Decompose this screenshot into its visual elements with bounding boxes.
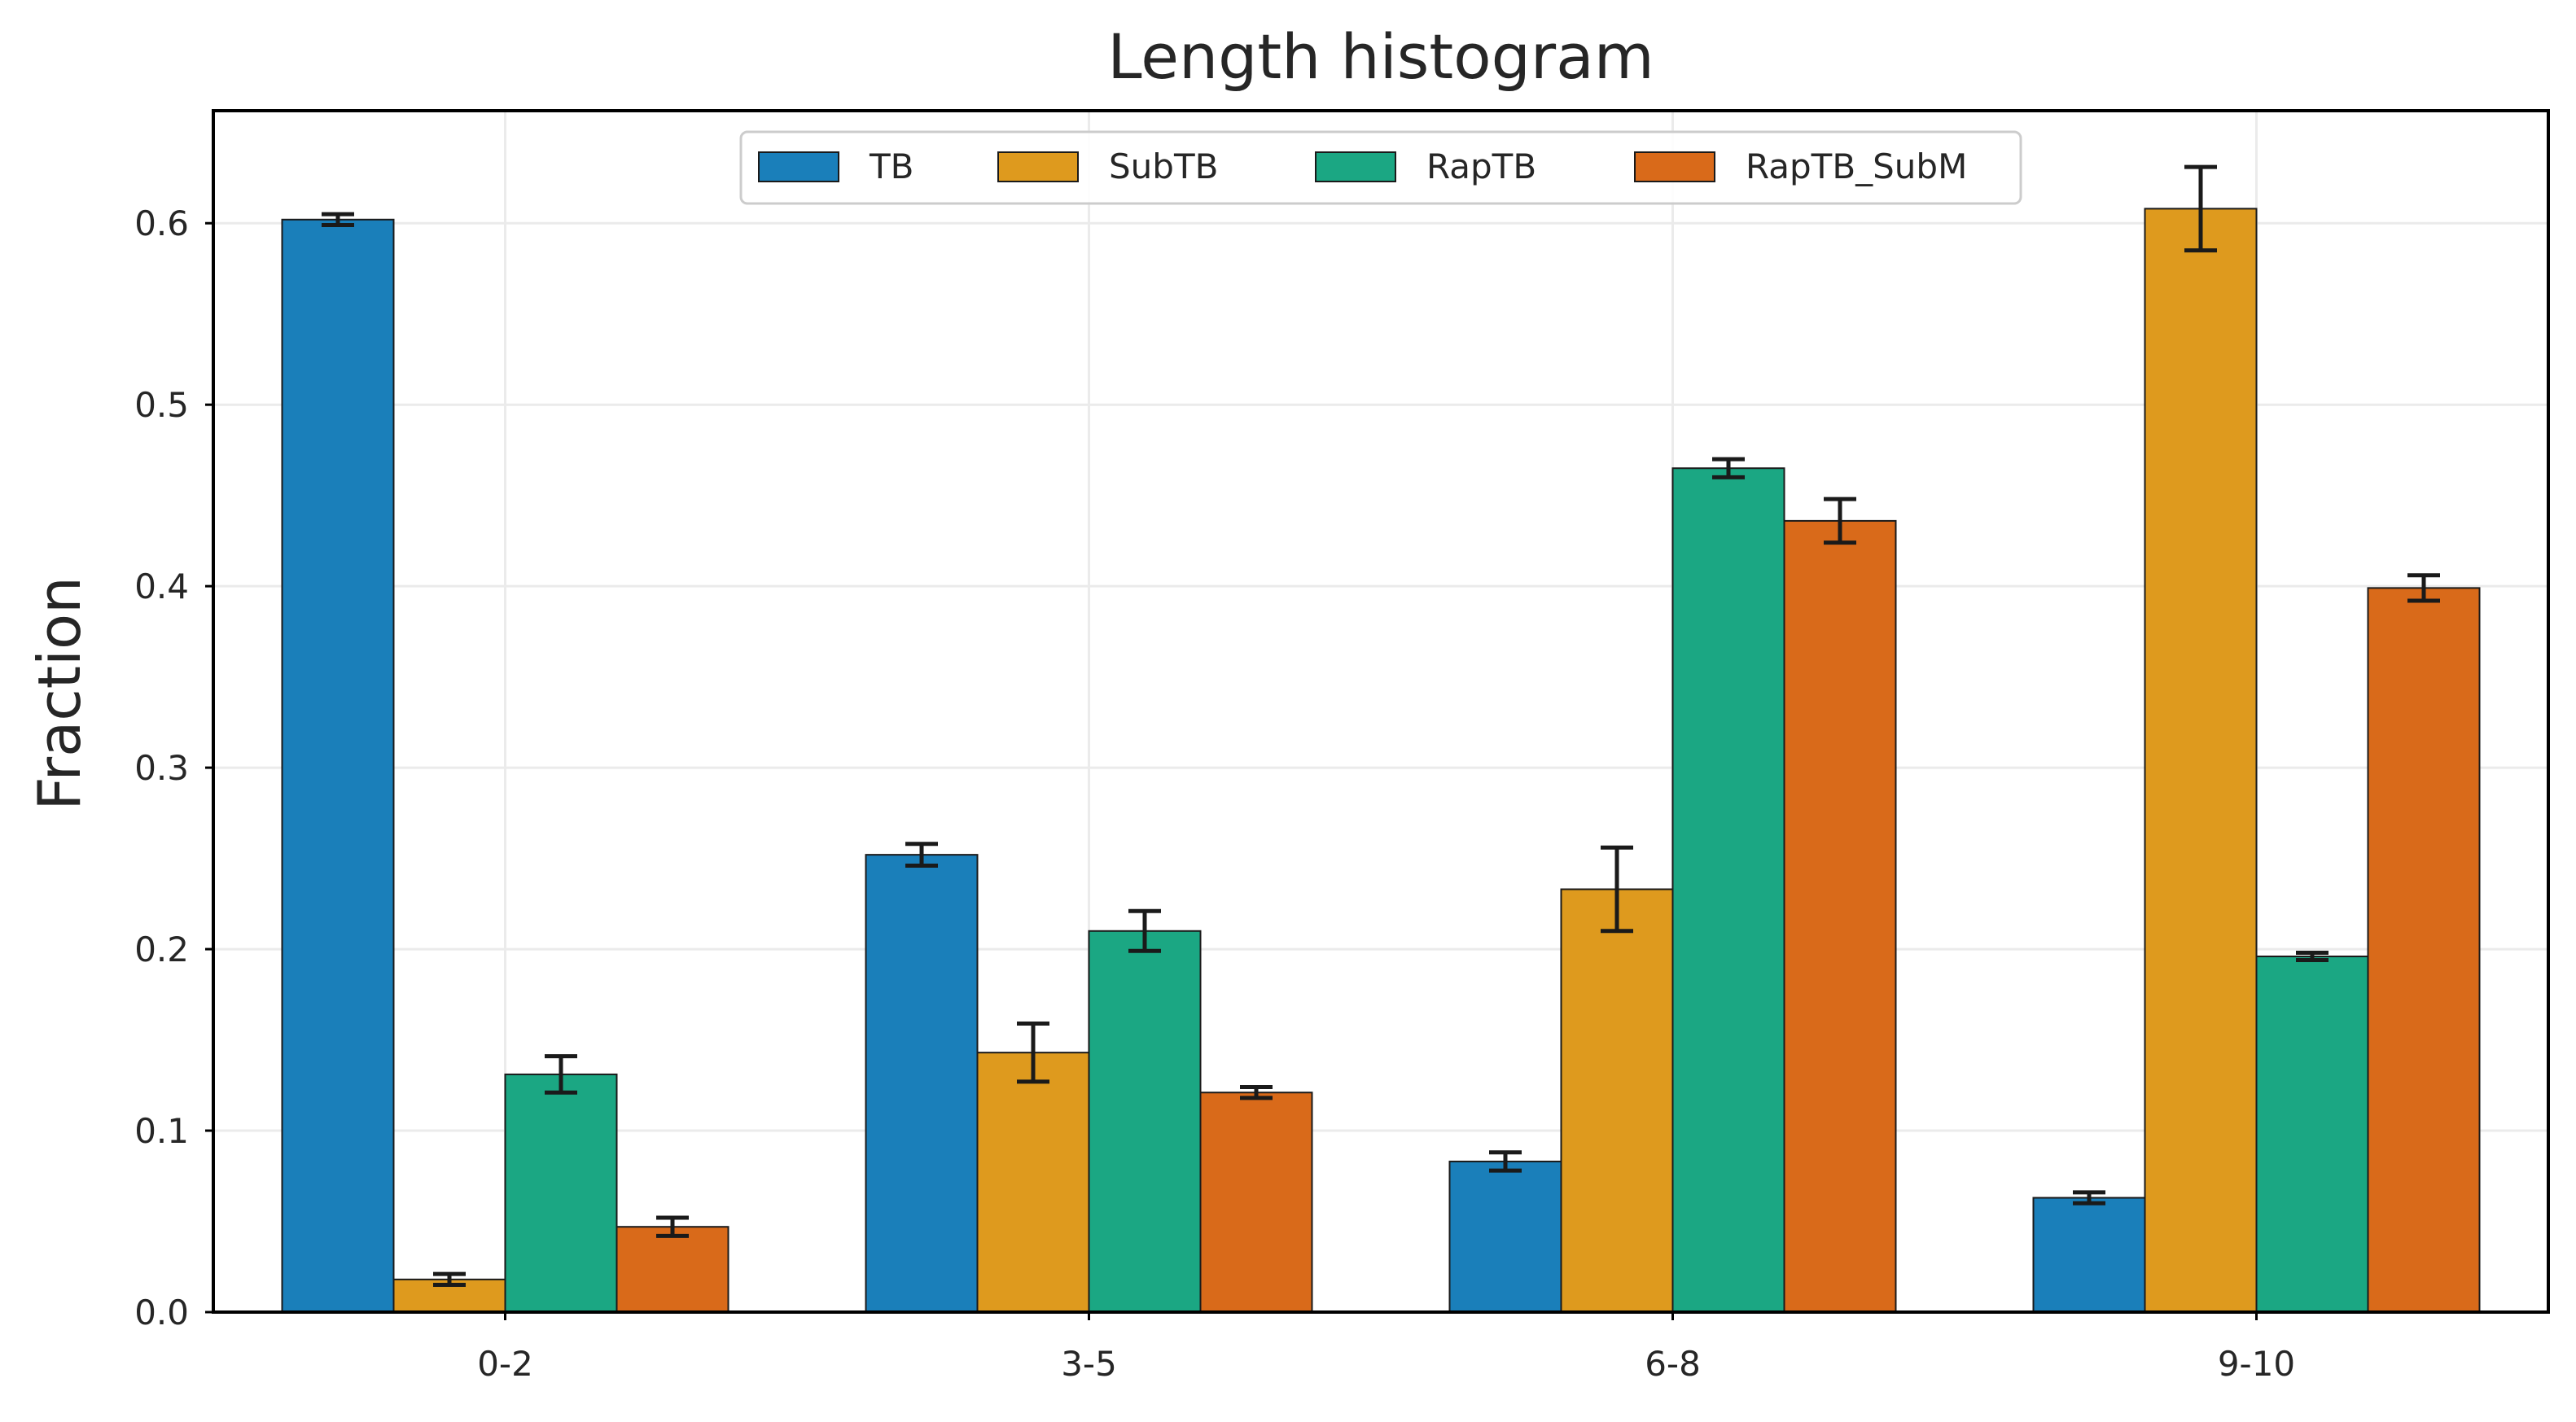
bar-RapTB_SubM-9-10 — [2367, 587, 2481, 1313]
y-tick-label: 0.4 — [134, 567, 189, 606]
bar-TB-6-8 — [1448, 1160, 1562, 1314]
bar-SubTB-3-5 — [976, 1052, 1090, 1313]
chart-title: Length histogram — [1107, 20, 1654, 93]
legend-swatch-SubTB — [997, 151, 1079, 182]
y-axis-label: Fraction — [25, 576, 94, 810]
x-tick-label: 9-10 — [2218, 1344, 2295, 1384]
x-tick-label: 6-8 — [1645, 1344, 1701, 1384]
legend-label-SubTB: SubTB — [1109, 147, 1218, 186]
x-tick-label: 3-5 — [1061, 1344, 1117, 1384]
bar-TB-9-10 — [2032, 1197, 2146, 1314]
bar-RapTB-0-2 — [504, 1073, 618, 1314]
y-tick-label: 0.1 — [134, 1111, 189, 1151]
bar-RapTB_SubM-6-8 — [1783, 519, 1897, 1313]
bar-RapTB-3-5 — [1088, 930, 1202, 1313]
legend-swatch-RapTB — [1315, 151, 1396, 182]
x-axis-ticks: 0-2 3-5 6-8 9-10 — [477, 1312, 2295, 1384]
bar-RapTB_SubM-0-2 — [616, 1226, 729, 1314]
legend-swatch-TB — [758, 151, 839, 182]
bar-RapTB-9-10 — [2255, 955, 2369, 1313]
bar-RapTB_SubM-3-5 — [1199, 1092, 1313, 1313]
y-tick-label: 0.2 — [134, 930, 189, 969]
legend-swatch-RapTB_SubM — [1634, 151, 1715, 182]
bar-TB-0-2 — [281, 218, 395, 1313]
legend-label-RapTB_SubM: RapTB_SubM — [1746, 147, 1967, 186]
error-bars — [322, 164, 2440, 1288]
legend: TB SubTB RapTB RapTB_SubM — [739, 130, 2022, 205]
x-tick-label: 0-2 — [477, 1344, 533, 1384]
bar-SubTB-6-8 — [1560, 888, 1674, 1313]
y-axis-ticks: 0.0 0.1 0.2 0.3 0.4 0.5 0.6 — [134, 203, 213, 1332]
y-tick-label: 0.0 — [134, 1293, 189, 1332]
bars — [281, 208, 2481, 1314]
y-tick-label: 0.6 — [134, 203, 189, 243]
bar-RapTB-6-8 — [1671, 467, 1785, 1313]
plot-frame — [212, 109, 2550, 1314]
legend-label-TB: TB — [869, 147, 913, 186]
legend-label-RapTB: RapTB — [1426, 147, 1536, 186]
y-tick-label: 0.3 — [134, 748, 189, 788]
bar-SubTB-9-10 — [2144, 208, 2258, 1313]
bar-TB-3-5 — [865, 854, 979, 1313]
y-tick-label: 0.5 — [134, 385, 189, 425]
